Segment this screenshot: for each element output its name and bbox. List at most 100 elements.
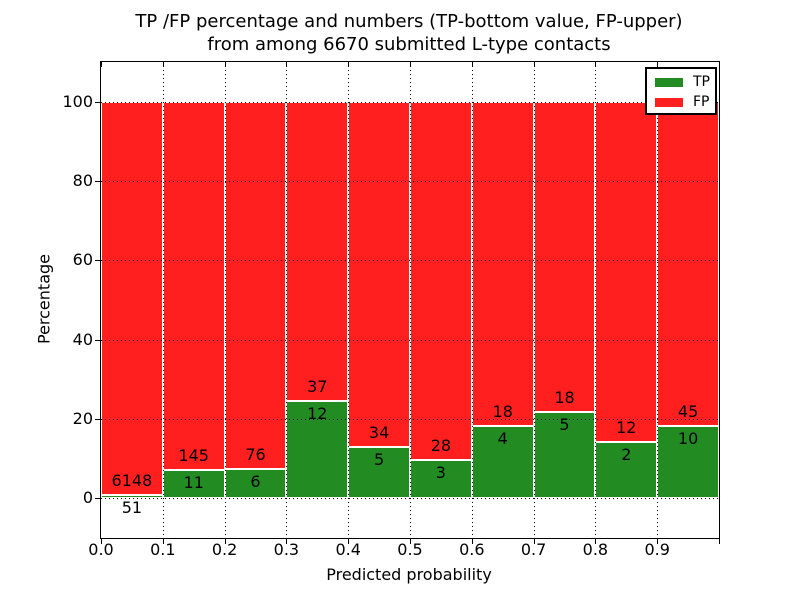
bar-fp-segment	[101, 101, 163, 496]
bar-fp-segment	[410, 101, 472, 460]
gridline-vertical	[286, 62, 288, 538]
y-axis-tick	[95, 260, 100, 262]
x-tick-label: 0.2	[211, 540, 238, 559]
x-tick-label: 0.9	[644, 540, 670, 559]
fp-count-label: 18	[554, 388, 575, 408]
tp-count-label: 51	[121, 498, 143, 518]
fp-count-label: 18	[492, 402, 513, 422]
x-axis-tick	[224, 539, 226, 544]
gridline-vertical	[162, 62, 164, 538]
x-axis-tick-top	[595, 62, 597, 67]
legend-label: FP	[693, 94, 710, 110]
y-axis-tick	[95, 101, 100, 103]
tp-count-label: 5	[373, 450, 385, 470]
y-tick-label: 80	[72, 171, 93, 190]
x-axis-tick	[657, 539, 659, 544]
x-axis-tick	[719, 539, 720, 544]
chart-title: TP /FP percentage and numbers (TP-bottom…	[100, 10, 718, 56]
tp-count-label: 11	[183, 473, 204, 493]
x-tick-label: 0.4	[335, 540, 361, 559]
gridline-vertical	[348, 62, 350, 538]
x-tick-label: 0.6	[459, 540, 485, 559]
y-tick-label: 20	[72, 409, 93, 428]
x-axis-tick	[101, 539, 102, 544]
x-axis-tick-top	[162, 62, 164, 67]
bar-tp-segment	[657, 426, 719, 499]
fp-count-label: 45	[677, 402, 699, 422]
y-tick-label: 100	[62, 91, 93, 111]
gridline-vertical	[471, 62, 473, 538]
legend-entry-fp: FP	[647, 92, 715, 112]
bar-fp-segment	[348, 101, 410, 448]
fp-count-label: 37	[307, 377, 328, 397]
tp-count-label: 10	[677, 429, 699, 449]
tp-count-label: 2	[621, 444, 632, 464]
x-axis-tick-top	[286, 62, 288, 67]
x-tick-label: 0.0	[88, 540, 114, 559]
bar-fp-segment	[533, 101, 596, 413]
fp-count-label: 34	[368, 423, 390, 443]
x-axis-tick-top	[224, 62, 226, 67]
y-axis-tick	[95, 181, 100, 182]
chart-title-line1: TP /FP percentage and numbers (TP-bottom…	[135, 11, 683, 32]
x-axis-tick-top	[471, 62, 473, 67]
bar-tp-segment	[286, 401, 349, 499]
gridline-vertical	[595, 62, 597, 538]
tp-count-label: 4	[497, 429, 508, 449]
x-tick-label: 0.5	[397, 540, 423, 559]
x-axis-tick	[286, 539, 288, 544]
gridline-vertical	[410, 62, 411, 538]
x-axis-tick	[471, 539, 473, 544]
bar-fp-segment	[595, 101, 658, 442]
bar-tp-segment	[348, 447, 410, 499]
bar-fp-segment	[471, 101, 534, 427]
fp-count-label: 28	[430, 435, 452, 455]
x-axis-tick	[595, 539, 597, 544]
x-axis-tick-top	[657, 62, 659, 67]
bar-tp-segment	[101, 495, 163, 499]
plot-area: 6148 51 145 11 76 6 37 12 34 5 28 3 18 4 18 5 12 2 45 10	[100, 61, 720, 539]
legend-entry-tp: TP	[647, 72, 715, 92]
bar-tp-segment	[471, 426, 534, 499]
tp-count-label: 3	[435, 462, 446, 482]
y-tick-label: 60	[72, 250, 93, 270]
fp-count-label: 12	[616, 417, 637, 437]
bar-fp-segment	[224, 101, 287, 470]
x-axis-tick-top	[348, 62, 350, 67]
fp-count-label: 6148	[111, 471, 153, 491]
x-tick-label: 0.3	[273, 540, 300, 559]
x-tick-label: 0.1	[150, 540, 176, 559]
x-axis-tick	[410, 539, 411, 544]
y-axis-tick	[95, 419, 100, 420]
x-axis-label: Predicted probability	[326, 565, 492, 584]
x-axis-tick-top	[101, 62, 102, 67]
x-axis-tick-top	[533, 62, 535, 67]
x-axis-tick	[348, 539, 350, 544]
x-axis-tick	[533, 539, 535, 544]
bar-fp-segment	[162, 101, 225, 471]
bar-fp-segment	[286, 101, 349, 402]
x-axis-tick-top	[719, 62, 720, 67]
x-tick-label: 0.7	[520, 540, 547, 559]
y-tick-label: 0	[82, 488, 93, 508]
x-axis-tick	[162, 539, 164, 544]
legend: TP FP	[645, 67, 717, 115]
chart-title-line2: from among 6670 submitted L-type contact…	[207, 34, 611, 55]
tp-count-label: 6	[250, 472, 261, 492]
legend-swatch-fp	[655, 97, 683, 107]
gridline-vertical	[533, 62, 535, 538]
bar-tp-segment	[162, 470, 225, 499]
gridline-vertical	[657, 62, 659, 538]
x-tick-label: 0.8	[582, 540, 609, 559]
fp-count-label: 76	[245, 445, 266, 465]
bar-tp-segment	[595, 441, 658, 499]
y-axis-tick	[95, 339, 100, 341]
gridline-vertical	[224, 62, 226, 538]
tp-count-label: 5	[559, 415, 570, 435]
legend-swatch-tp	[655, 77, 683, 87]
fp-count-label: 145	[178, 446, 209, 466]
bar-tp-segment	[533, 412, 596, 499]
y-axis-tick	[95, 498, 100, 500]
tp-count-label: 12	[307, 404, 328, 424]
